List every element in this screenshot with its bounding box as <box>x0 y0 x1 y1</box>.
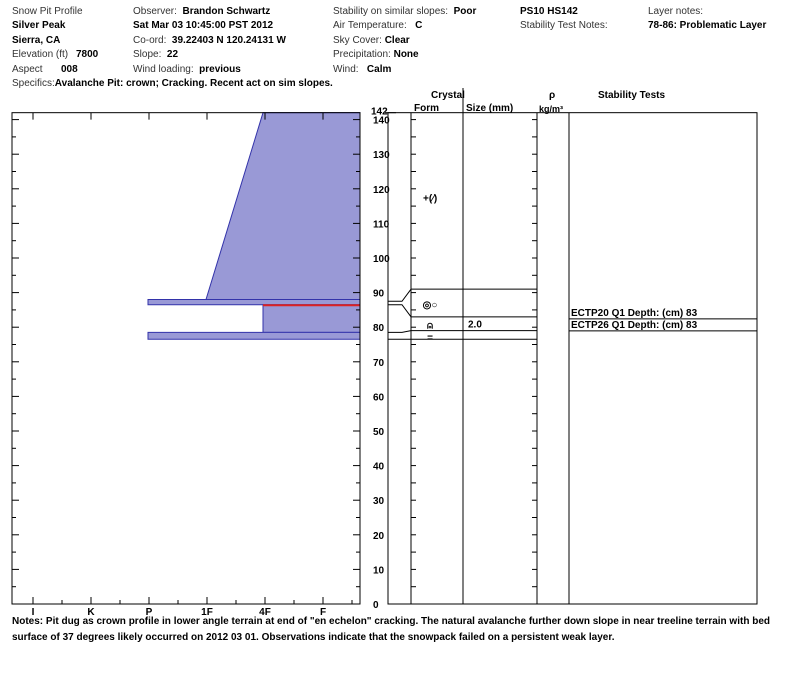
sky-value: Clear <box>384 35 410 46</box>
hardness-layer-2 <box>262 304 361 333</box>
x-tick-label: I <box>32 607 35 618</box>
wind-loading-label: Wind loading: <box>133 64 194 75</box>
observer-label: Observer: <box>133 6 177 17</box>
stability-value: Poor <box>453 6 477 17</box>
air-temp-value: C <box>415 20 423 31</box>
slope-value: 22 <box>166 49 179 60</box>
stability-tests-header: Stability Tests <box>598 90 666 101</box>
crystal-form-symbol: = <box>427 333 433 344</box>
x-tick-label: 4F <box>259 607 271 618</box>
elevation: 7800 <box>76 49 99 60</box>
crystal-form-symbol: ⍝ <box>427 321 433 332</box>
x-tick-label: F <box>320 607 326 618</box>
form-header: Form <box>414 103 439 114</box>
depth-label: 10 <box>373 565 385 576</box>
specifics-value: Avalanche Pit: crown; Cracking. Recent a… <box>54 78 333 89</box>
depth-label: 90 <box>373 289 385 300</box>
region: Sierra, CA <box>12 35 61 46</box>
depth-label: 60 <box>373 392 385 403</box>
notes-text: Pit dug as crown profile in lower angle … <box>12 616 770 643</box>
slope-label: Slope: <box>133 49 162 60</box>
crystal-form-symbol-top: +(⁄) <box>423 194 437 205</box>
notes: Notes: Pit dug as crown profile in lower… <box>12 614 772 646</box>
coord-label: Co-ord: <box>133 35 167 46</box>
density-unit: kg/m³ <box>539 104 564 114</box>
depth-label: 140 <box>373 116 390 127</box>
crystal-form-symbol: ◎○ <box>423 300 438 311</box>
sky: Sky Cover: Clear <box>333 35 410 47</box>
precip: Precipitation: None <box>333 49 419 61</box>
wind-loading-value: previous <box>199 64 241 75</box>
stability-test: ECTP26 Q1 Depth: (cm) 83 <box>571 320 698 331</box>
depth-label: 130 <box>373 150 390 161</box>
location: Silver Peak <box>12 20 66 31</box>
datetime: Sat Mar 03 10:45:00 PST 2012 <box>133 20 274 31</box>
ps-hs: PS10 HS142 <box>520 6 578 17</box>
air-temp: Air Temperature: C <box>333 20 422 32</box>
layer-connector <box>388 304 412 318</box>
sky-label: Sky Cover: <box>333 35 382 46</box>
layer-notes-label: Layer notes: <box>648 6 704 17</box>
hardness-layer-1 <box>147 299 361 306</box>
depth-label: 110 <box>373 219 390 230</box>
depth-label: 50 <box>373 427 385 438</box>
crystal-header: Crystal <box>431 90 465 101</box>
specifics-label: Specifics: <box>12 78 55 89</box>
chart-frame <box>11 112 361 605</box>
coord-value: 39.22403 N 120.24131 W <box>171 35 286 46</box>
layer-connector <box>388 288 412 302</box>
depth-label: 80 <box>373 323 385 334</box>
wind-value: Calm <box>366 64 392 75</box>
specifics: Specifics:Avalanche Pit: crown; Cracking… <box>12 78 333 90</box>
notes-label: Notes: <box>12 616 44 627</box>
wind: Wind: Calm <box>333 64 391 76</box>
slope: Slope: 22 <box>133 49 178 61</box>
size-header: Size (mm) <box>466 103 514 114</box>
wind-loading: Wind loading: previous <box>133 64 241 76</box>
depth-label: 30 <box>373 496 385 507</box>
precip-label: Precipitation: <box>333 49 391 60</box>
x-tick-label: 1F <box>201 607 213 618</box>
layer-notes: 78-86: Problematic Layer <box>648 20 767 31</box>
layer-grid-frame <box>387 112 758 605</box>
stability: Stability on similar slopes: Poor <box>333 6 476 18</box>
coord: Co-ord: 39.22403 N 120.24131 W <box>133 35 286 47</box>
stability-label: Stability on similar slopes: <box>333 6 449 17</box>
page-title: Snow Pit Profile <box>12 6 83 17</box>
crystal-size: 2.0 <box>468 320 482 331</box>
observer-value: Brandon Schwartz <box>182 6 271 17</box>
stability-test: ECTP20 Q1 Depth: (cm) 83 <box>571 308 698 319</box>
x-tick-label: K <box>87 607 95 618</box>
hardness-layer-0 <box>205 112 361 301</box>
wind-label: Wind: <box>333 64 359 75</box>
depth-label: 0 <box>373 600 379 611</box>
depth-label: 120 <box>373 185 390 196</box>
elevation-label: Elevation (ft) <box>12 49 69 60</box>
air-temp-label: Air Temperature: <box>333 20 407 31</box>
precip-value: None <box>393 49 419 60</box>
aspect-label: Aspect <box>12 64 43 75</box>
layer-connector <box>388 330 412 333</box>
depth-label: 40 <box>373 462 385 473</box>
aspect: 008 <box>61 64 78 75</box>
hardness-layer-3 <box>147 331 361 340</box>
density-header: ρ <box>549 90 556 101</box>
depth-label: 100 <box>373 254 390 265</box>
stability-notes-label: Stability Test Notes: <box>520 20 608 31</box>
observer: Observer: Brandon Schwartz <box>133 6 270 18</box>
depth-label: 20 <box>373 531 385 542</box>
depth-label: 70 <box>373 358 385 369</box>
x-tick-label: P <box>146 607 153 618</box>
depth-top-label: 142 <box>371 107 388 118</box>
